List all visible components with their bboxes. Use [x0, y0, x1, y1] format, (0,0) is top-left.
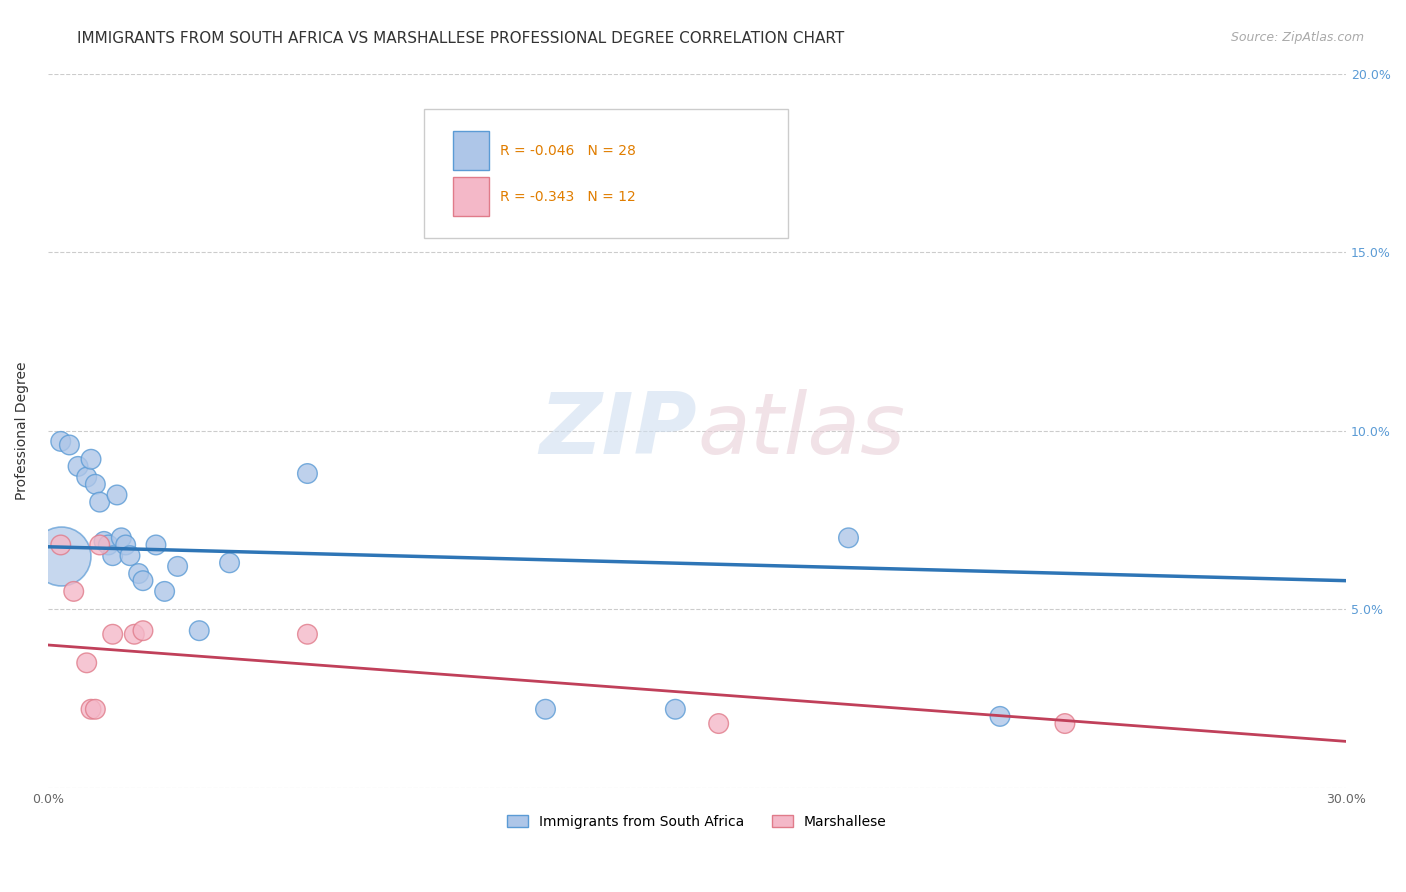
Point	[105, 488, 128, 502]
Point	[84, 702, 107, 716]
Point	[166, 559, 188, 574]
Point	[49, 549, 72, 563]
Point	[58, 438, 80, 452]
Point	[84, 477, 107, 491]
Point	[67, 459, 90, 474]
Point	[97, 538, 120, 552]
Point	[49, 538, 72, 552]
Point	[664, 702, 686, 716]
Point	[837, 531, 859, 545]
Point	[76, 656, 98, 670]
Point	[118, 549, 141, 563]
FancyBboxPatch shape	[453, 178, 489, 217]
Point	[218, 556, 240, 570]
Text: IMMIGRANTS FROM SOUTH AFRICA VS MARSHALLESE PROFESSIONAL DEGREE CORRELATION CHAR: IMMIGRANTS FROM SOUTH AFRICA VS MARSHALL…	[77, 31, 845, 46]
Point	[101, 549, 124, 563]
Text: ZIP: ZIP	[540, 389, 697, 472]
Point	[1053, 716, 1076, 731]
Point	[751, 220, 773, 235]
Point	[128, 566, 150, 581]
Point	[101, 627, 124, 641]
Point	[707, 716, 730, 731]
Point	[110, 531, 132, 545]
Point	[76, 470, 98, 484]
Point	[988, 709, 1011, 723]
Text: Source: ZipAtlas.com: Source: ZipAtlas.com	[1230, 31, 1364, 45]
FancyBboxPatch shape	[453, 130, 489, 170]
Point	[145, 538, 167, 552]
Text: R = -0.046   N = 28: R = -0.046 N = 28	[499, 144, 636, 158]
Point	[132, 624, 155, 638]
Text: R = -0.343   N = 12: R = -0.343 N = 12	[499, 190, 636, 204]
Point	[93, 534, 115, 549]
Point	[297, 627, 319, 641]
Point	[153, 584, 176, 599]
Point	[132, 574, 155, 588]
FancyBboxPatch shape	[425, 109, 787, 238]
Point	[124, 627, 146, 641]
Point	[62, 584, 84, 599]
Point	[534, 702, 557, 716]
Point	[114, 538, 136, 552]
Point	[80, 452, 103, 467]
Point	[49, 434, 72, 449]
Text: atlas: atlas	[697, 389, 905, 472]
Point	[89, 495, 111, 509]
Y-axis label: Professional Degree: Professional Degree	[15, 361, 30, 500]
Point	[297, 467, 319, 481]
Legend: Immigrants from South Africa, Marshallese: Immigrants from South Africa, Marshalles…	[502, 809, 893, 834]
Point	[188, 624, 211, 638]
Point	[80, 702, 103, 716]
Point	[89, 538, 111, 552]
